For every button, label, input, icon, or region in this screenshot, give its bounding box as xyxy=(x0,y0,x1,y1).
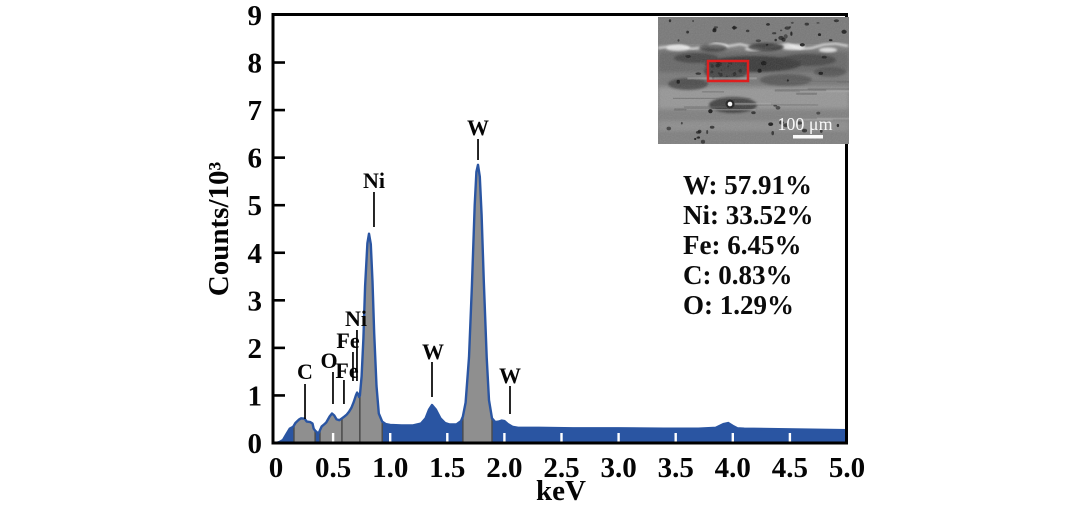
plot-frame xyxy=(271,13,848,445)
y-tick-label: 1 xyxy=(248,380,263,412)
x-tick-label: 1.0 xyxy=(372,452,408,484)
peak-element-label: O xyxy=(320,348,337,373)
y-tick-label: 2 xyxy=(248,333,263,365)
x-axis-title: keV xyxy=(536,475,586,507)
x-tick-label: 4.0 xyxy=(715,452,751,484)
peak-region xyxy=(462,164,493,444)
composition-line: W: 57.91% xyxy=(683,170,813,200)
y-tick-label: 9 xyxy=(248,0,263,32)
peak-element-label: Fe xyxy=(336,328,359,353)
peak-element-label: Fe xyxy=(335,358,358,383)
y-tick-label: 4 xyxy=(248,238,263,270)
peak-element-label: W xyxy=(422,339,444,364)
y-tick-label: 7 xyxy=(248,95,263,127)
plot-area: 0 1 2 3 4 5 6 7 8 9 0 0.5 1.0 1.5 2.0 2.5 3.0 3.5 4.0 4.5 5.… xyxy=(248,0,866,484)
composition-line: C: 0.83% xyxy=(683,260,793,290)
y-axis-title: Counts/10³ xyxy=(203,162,235,297)
peak-region xyxy=(319,412,343,444)
peak-element-label: W xyxy=(499,363,521,388)
x-tick-label: 0 xyxy=(269,452,284,484)
x-tick-label: 2.0 xyxy=(486,452,522,484)
analysis-region-box xyxy=(706,59,750,83)
x-tick-label: 1.5 xyxy=(429,452,465,484)
y-tick-label: 5 xyxy=(248,190,263,222)
scale-bar-label: 100 μm xyxy=(777,114,832,134)
composition-list: W: 57.91% Ni: 33.52% Fe: 6.45% C: 0.83% … xyxy=(683,170,814,320)
spectrum-line xyxy=(275,163,848,445)
peak-element-label: C xyxy=(297,359,313,384)
y-tick-label: 8 xyxy=(248,48,263,80)
x-tick-label: 3.0 xyxy=(600,452,636,484)
scale-bar xyxy=(793,135,823,139)
composition-line: Ni: 33.52% xyxy=(683,200,814,230)
inset-noise xyxy=(658,17,849,144)
y-tick-label: 3 xyxy=(248,285,263,317)
x-tick-label: 3.5 xyxy=(658,452,694,484)
composition-line: O: 1.29% xyxy=(683,290,794,320)
peak-element-label: W xyxy=(467,115,489,140)
composition-line: Fe: 6.45% xyxy=(683,230,802,260)
peak-element-label: Ni xyxy=(345,306,367,331)
x-tick-label: 5.0 xyxy=(829,452,865,484)
y-tick-label: 0 xyxy=(248,428,263,460)
y-tick-label: 6 xyxy=(248,143,263,175)
peak-element-label: Ni xyxy=(363,168,385,193)
x-tick-label: 2.5 xyxy=(543,452,579,484)
sem-inset-image xyxy=(658,17,849,144)
x-tick-label: 0.5 xyxy=(315,452,351,484)
x-tick-label: 4.5 xyxy=(772,452,808,484)
